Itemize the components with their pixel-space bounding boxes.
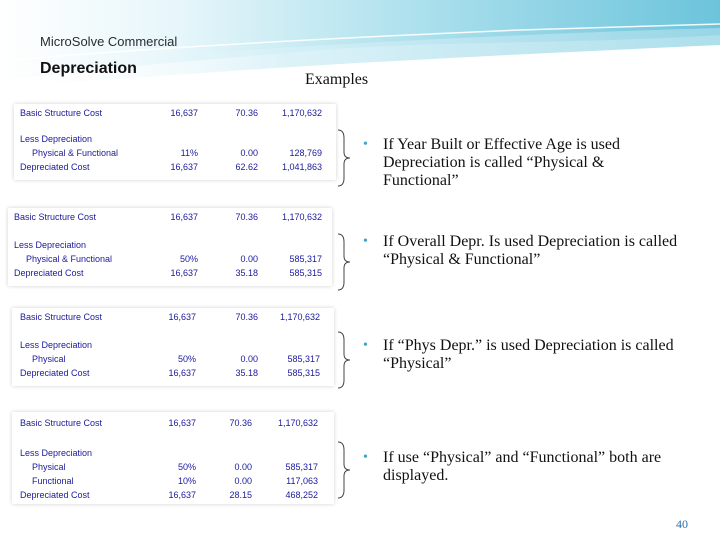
bullet-text: If “Phys Depr.” is used Depreciation is …	[383, 337, 674, 372]
cell-quantity: 16,637	[168, 490, 196, 500]
cell-amount: 1,170,632	[277, 418, 318, 428]
cell-quantity: 50%	[177, 354, 196, 364]
bracket-2	[337, 233, 351, 291]
cell-quantity: 16,637	[170, 212, 198, 222]
cell-amount: 585,315	[289, 268, 322, 278]
page-number: 40	[676, 517, 688, 531]
cell-amount: 117,063	[286, 476, 318, 486]
cell-amount: 585,317	[289, 254, 322, 264]
brand-name: MicroSolve Commercial	[40, 34, 178, 49]
row-label: Basic Structure Cost	[20, 108, 103, 118]
bullet-text: If use “Physical” and “Functional” both …	[383, 449, 662, 484]
cell-quantity: 16,637	[168, 312, 196, 322]
bracket-4	[337, 441, 351, 499]
cell-rate: 0.00	[240, 148, 258, 158]
cell-quantity: 16,637	[168, 418, 196, 428]
slide-title: Depreciation	[40, 60, 137, 77]
cell-quantity: 16,637	[170, 268, 198, 278]
bullet-dot-icon: •	[363, 450, 368, 465]
row-label: Physical & Functional	[26, 254, 113, 264]
cell-rate: 0.00	[234, 462, 252, 472]
row-label: Depreciated Cost	[20, 490, 90, 500]
cell-amount: 128,769	[289, 148, 322, 158]
cell-rate: 0.00	[240, 254, 258, 264]
row-label: Physical	[32, 462, 66, 472]
cell-quantity: 16,637	[170, 108, 198, 118]
cell-rate: 70.36	[235, 312, 258, 322]
row-label: Basic Structure Cost	[20, 312, 103, 322]
cell-quantity: 50%	[179, 254, 198, 264]
cell-amount: 585,315	[287, 368, 320, 378]
cell-amount: 468,252	[285, 490, 318, 500]
cell-rate: 35.18	[235, 368, 258, 378]
row-label: Functional	[32, 476, 74, 486]
examples-label: Examples	[305, 71, 369, 88]
cell-quantity: 11%	[180, 148, 198, 158]
row-label: Less Depreciation	[20, 340, 93, 350]
cell-amount: 1,170,632	[281, 212, 322, 222]
row-label: Depreciated Cost	[20, 368, 90, 378]
header-swoosh-band	[0, 0, 720, 88]
row-label: Less Depreciation	[14, 240, 87, 250]
bullet-dot-icon: •	[363, 234, 368, 249]
bullet-text: If Year Built or Effective Age is used D…	[383, 136, 620, 189]
cell-amount: 1,170,632	[281, 108, 322, 118]
cell-quantity: 16,637	[170, 162, 198, 172]
bracket-1	[337, 129, 351, 187]
cell-quantity: 50%	[177, 462, 196, 472]
example-table-1: Basic Structure Cost 16,637 70.36 1,170,632…	[14, 104, 336, 180]
bullet-text: If Overall Depr. Is used Depreciation is…	[383, 233, 678, 268]
cell-rate: 70.36	[229, 418, 252, 428]
cell-rate: 28.15	[229, 490, 252, 500]
row-label: Basic Structure Cost	[14, 212, 97, 222]
example-table-4: Basic Structure Cost 16,637 70.36 1,170,632…	[12, 412, 334, 504]
cell-amount: 1,041,863	[281, 162, 322, 172]
row-label: Physical	[32, 354, 66, 364]
example-table-3: Basic Structure Cost 16,637 70.36 1,170,632…	[12, 308, 334, 386]
bullet-dot-icon: •	[363, 338, 368, 353]
cell-rate: 62.62	[235, 162, 258, 172]
example-table-2: Basic Structure Cost 16,637 70.36 1,170,632…	[8, 208, 332, 286]
cell-amount: 585,317	[287, 354, 320, 364]
cell-quantity: 10%	[177, 476, 196, 486]
cell-rate: 0.00	[234, 476, 252, 486]
bracket-3	[337, 331, 351, 389]
row-label: Basic Structure Cost	[20, 418, 103, 428]
cell-rate: 0.00	[240, 354, 258, 364]
cell-quantity: 16,637	[168, 368, 196, 378]
bullet-dot-icon: •	[363, 137, 368, 152]
row-label: Depreciated Cost	[14, 268, 84, 278]
row-label: Depreciated Cost	[20, 162, 90, 172]
row-label: Less Depreciation	[20, 448, 93, 458]
row-label: Less Depreciation	[20, 134, 93, 144]
cell-rate: 70.36	[235, 108, 258, 118]
cell-amount: 585,317	[285, 462, 318, 472]
cell-rate: 35.18	[235, 268, 258, 278]
cell-rate: 70.36	[235, 212, 258, 222]
row-label: Physical & Functional	[32, 148, 119, 158]
cell-amount: 1,170,632	[279, 312, 320, 322]
